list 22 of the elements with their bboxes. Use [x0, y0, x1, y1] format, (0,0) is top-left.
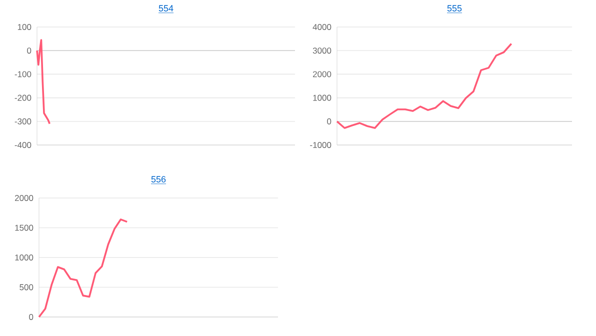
line-series	[38, 218, 128, 318]
y-tick-label: 3000	[312, 48, 332, 54]
y-tick-label: -300	[14, 118, 32, 124]
y-tick-label: 0	[327, 118, 332, 124]
y-tick-label: -1000	[310, 142, 332, 148]
y-tick-label: 100	[18, 24, 32, 30]
y-tick-label: 2000	[14, 194, 34, 201]
y-tick-label: 0	[29, 314, 34, 320]
y-tick-label: -100	[14, 71, 32, 78]
y-tick-label: -200	[14, 94, 32, 101]
y-tick-label: 0	[27, 48, 32, 54]
chart-title: 554	[158, 5, 174, 12]
y-tick-label: 500	[20, 284, 34, 290]
chart-title: 556	[151, 176, 166, 182]
y-tick-label: 1500	[15, 224, 34, 231]
y-tick-label: 1000	[15, 254, 34, 260]
y-tick-label: 2000	[312, 71, 332, 78]
y-tick-label: -400	[14, 142, 32, 148]
y-tick-label: 1000	[313, 94, 332, 101]
y-tick-label: 4000	[312, 24, 332, 30]
chart-title: 555	[447, 5, 462, 12]
line-series	[336, 42, 512, 129]
